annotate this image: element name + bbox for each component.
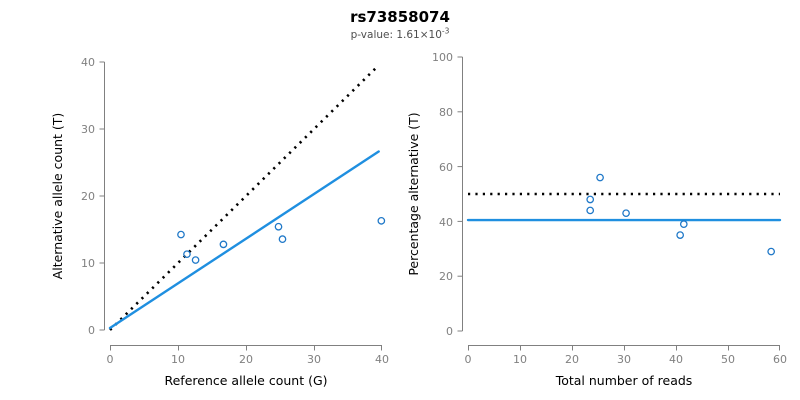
data-point <box>586 206 595 215</box>
left-x-ticklabel-10: 10 <box>171 353 185 366</box>
left-y-ticklabel-0: 0 <box>88 324 95 337</box>
left-x-ticklabel-20: 20 <box>239 353 253 366</box>
right-y-ticklabel-60: 60 <box>439 161 453 174</box>
data-point <box>586 195 595 204</box>
left-panel-lines <box>108 64 380 331</box>
left-x-axis: 0 10 20 30 40 Reference allele count (G) <box>107 345 389 388</box>
data-point <box>278 235 287 243</box>
right-x-ticklabel-20: 20 <box>565 353 579 366</box>
data-point <box>177 230 185 239</box>
right-x-ticklabel-60: 60 <box>773 353 787 366</box>
data-point <box>767 247 776 256</box>
left-x-ticklabel-40: 40 <box>375 353 389 366</box>
left-panel-points <box>177 216 386 264</box>
right-y-ticklabel-80: 80 <box>439 106 453 119</box>
right-y-ticklabel-0: 0 <box>446 325 453 338</box>
left-y-axis-title: Alternative allele count (T) <box>50 113 65 280</box>
right-x-ticklabel-10: 10 <box>513 353 527 366</box>
data-point <box>622 209 630 218</box>
left-y-ticklabel-30: 30 <box>81 123 95 136</box>
right-x-axis-title: Total number of reads <box>555 373 693 388</box>
right-y-ticklabel-20: 20 <box>439 270 453 283</box>
data-point <box>274 222 283 231</box>
right-x-ticklabel-30: 30 <box>617 353 631 366</box>
pvalue-exponent: -3 <box>441 26 450 36</box>
left-panel: 40 30 20 10 0 Alternative allele count (… <box>50 56 389 388</box>
left-x-axis-title: Reference allele count (G) <box>164 373 327 388</box>
left-y-ticklabel-10: 10 <box>81 257 95 270</box>
data-point <box>676 231 685 239</box>
right-x-axis: 0 10 20 30 40 50 60 Total number of read… <box>465 345 787 388</box>
data-point <box>596 173 604 182</box>
data-point <box>191 256 200 264</box>
right-y-ticklabel-40: 40 <box>439 216 453 229</box>
left-x-ticklabel-30: 30 <box>307 353 321 366</box>
right-y-axis-title: Percentage alternative (T) <box>406 112 421 275</box>
pvalue-subtitle: p-value: 1.61×10-3 <box>0 26 800 41</box>
right-panel: 100 80 60 40 20 0 Percentage alternative… <box>406 51 787 388</box>
right-y-axis: 100 80 60 40 20 0 Percentage alternative… <box>406 51 463 338</box>
data-point <box>183 250 191 259</box>
right-x-ticklabel-0: 0 <box>465 353 472 366</box>
right-y-ticklabel-100: 100 <box>432 51 453 64</box>
right-x-ticklabel-40: 40 <box>669 353 683 366</box>
left-y-ticklabel-20: 20 <box>81 190 95 203</box>
data-point <box>377 216 386 225</box>
left-y-ticklabel-40: 40 <box>81 56 95 69</box>
regression-fit <box>108 150 380 330</box>
pvalue-text: p-value: 1.61×10 <box>350 29 442 41</box>
right-x-ticklabel-50: 50 <box>721 353 735 366</box>
data-point <box>219 240 228 249</box>
page-title: rs73858074 <box>350 8 450 26</box>
right-panel-lines <box>466 192 782 222</box>
data-point <box>679 220 688 228</box>
left-x-ticklabel-0: 0 <box>107 353 114 366</box>
reference-diagonal <box>109 64 380 331</box>
left-y-axis: 40 30 20 10 0 Alternative allele count (… <box>50 56 105 337</box>
right-panel-points <box>586 173 776 256</box>
